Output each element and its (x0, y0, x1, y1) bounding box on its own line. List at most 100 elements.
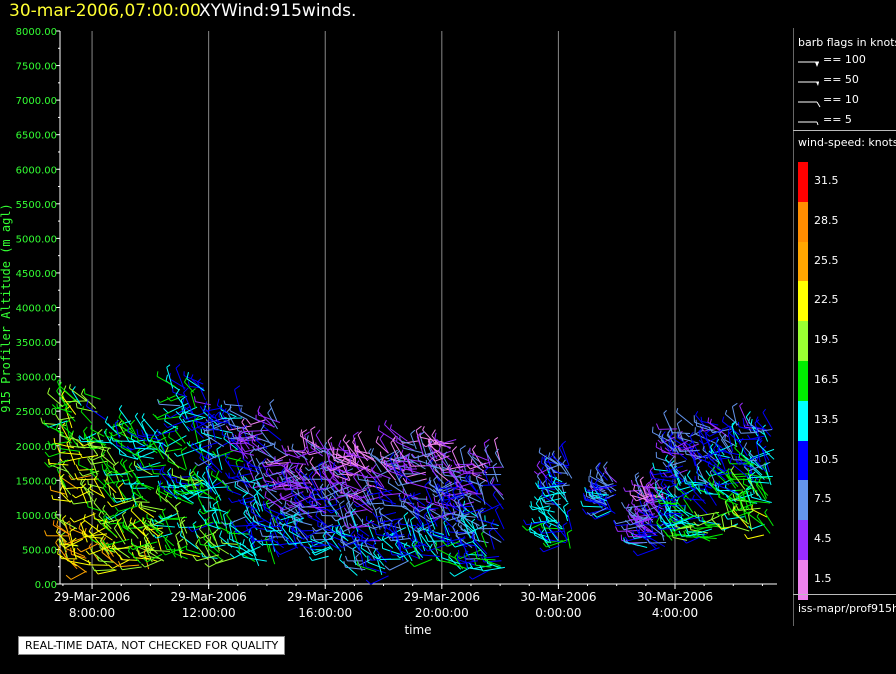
wind-barb-flag (205, 419, 210, 424)
wind-barb-flag (357, 430, 362, 436)
speed-swatch (798, 321, 808, 361)
wind-barb (656, 498, 679, 507)
wind-barb (238, 471, 250, 493)
wind-barb (398, 478, 410, 500)
wind-barb-flag (186, 442, 191, 446)
wind-barb-flag (168, 432, 171, 438)
wind-barb-flag (394, 454, 399, 461)
wind-barb-flag (102, 504, 106, 510)
wind-barb (730, 478, 753, 481)
wind-barb-flag (55, 527, 59, 533)
wind-barb-flag (252, 482, 256, 488)
wind-barb (164, 420, 179, 430)
wind-barb-flag (205, 453, 209, 458)
wind-barb (695, 414, 710, 432)
wind-barb-flag (108, 431, 114, 437)
wind-barb (379, 512, 393, 522)
wind-barb-flag (182, 494, 189, 500)
wind-barb (660, 484, 672, 498)
wind-barb (751, 508, 768, 518)
wind-barb (651, 477, 675, 482)
wind-barb (61, 426, 71, 443)
wind-barb-flag (331, 487, 336, 493)
wind-barb-flag (374, 528, 377, 535)
wind-barb (360, 547, 380, 561)
wind-barb-flag (211, 478, 218, 485)
y-axis-label: 915 Profiler Altitude (m agl) (0, 203, 13, 413)
wind-barb-flag (68, 475, 72, 480)
wind-barb-flag (203, 401, 208, 408)
wind-barb-flag (476, 512, 479, 520)
wind-barb-flag (292, 478, 295, 483)
wind-barb (190, 392, 197, 409)
wind-barb-flag (729, 496, 734, 501)
wind-barb (455, 535, 473, 548)
wind-barb-flag (677, 470, 680, 477)
wind-barb-flag (464, 474, 468, 479)
wind-barb-flag (437, 497, 442, 503)
wind-barb-flag (164, 414, 167, 422)
wind-barb (174, 490, 194, 504)
wind-barb (145, 549, 165, 562)
wind-barb (732, 490, 750, 501)
y-tick-label: 1000.00 (16, 511, 57, 522)
wind-barb-flag (159, 467, 163, 473)
wind-barb (384, 424, 402, 442)
wind-barb (639, 511, 660, 520)
wind-barb (747, 513, 753, 532)
wind-barb-flag (143, 519, 147, 525)
wind-barb-flag (151, 518, 155, 526)
wind-barb (83, 535, 103, 539)
wind-barb (209, 419, 227, 424)
wind-barb-flag (669, 433, 674, 437)
wind-barb-flag (111, 541, 116, 548)
wind-barb-flag (107, 543, 111, 549)
barb-flag-icons (798, 61, 821, 126)
wind-barb (460, 560, 478, 565)
wind-barb (109, 441, 127, 456)
wind-barb (142, 530, 153, 548)
wind-barb (225, 456, 244, 462)
wind-barb-flag (529, 527, 531, 533)
wind-barb-flag (201, 471, 206, 477)
wind-barb (726, 475, 739, 488)
wind-barb (106, 450, 116, 465)
wind-barb-flag (538, 506, 541, 512)
wind-barb (138, 506, 155, 518)
wind-barb (329, 479, 342, 495)
wind-barb-flag (340, 535, 343, 543)
wind-barb (467, 452, 482, 470)
wind-barb-flag (293, 451, 299, 458)
wind-barb-flag (450, 541, 456, 548)
wind-barb (400, 523, 417, 527)
wind-barb (109, 522, 124, 525)
wind-barb (199, 457, 217, 473)
wind-barb-flag (412, 533, 414, 540)
wind-barb-flag (195, 538, 200, 545)
speed-level-label: 4.5 (814, 532, 832, 546)
wind-barb-flag (226, 431, 229, 439)
wind-barb-flag (275, 550, 281, 555)
wind-barb-flag (319, 509, 323, 516)
wind-barb (325, 540, 341, 551)
wind-barb (191, 425, 204, 439)
wind-barb (670, 492, 690, 501)
wind-barb (464, 472, 485, 474)
wind-barb-flag (651, 491, 655, 499)
wind-barb (262, 535, 284, 538)
wind-barb-flag (122, 478, 126, 485)
wind-barb (649, 541, 667, 544)
wind-barb (728, 496, 738, 512)
wind-barb (442, 465, 464, 472)
wind-barb (668, 465, 684, 472)
wind-barb (353, 461, 372, 473)
wind-barb (649, 470, 661, 489)
wind-barb-flag (412, 525, 418, 531)
x-tick-time: 20:00:00 (415, 606, 469, 620)
wind-barb (428, 444, 446, 458)
wind-barb (475, 564, 492, 568)
wind-barbs-layer (40, 364, 775, 585)
wind-barb (248, 539, 256, 555)
wind-barb (59, 477, 68, 498)
wind-barb (663, 413, 674, 435)
